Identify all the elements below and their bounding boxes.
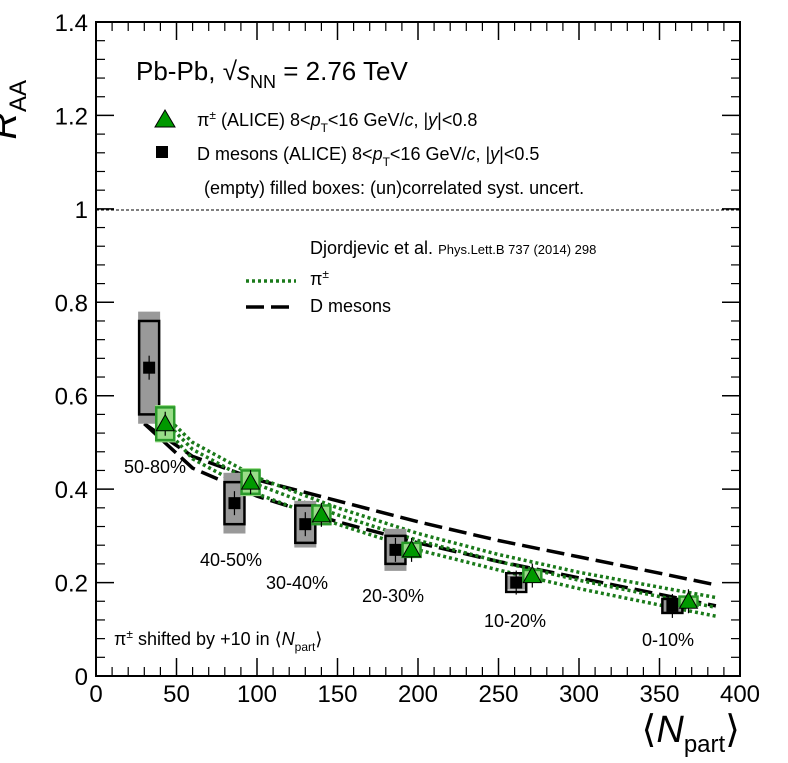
legend-d-label: D mesons (ALICE) 8<pT<16 GeV/c, |y|<0.5 <box>197 144 539 169</box>
centrality-label-0-10: 0-10% <box>642 630 694 650</box>
chart-title: Pb-Pb, √sNN = 2.76 TeV <box>136 56 408 92</box>
y-tick-label: 0.6 <box>55 384 88 411</box>
x-tick-label: 50 <box>163 681 190 708</box>
uncorr-syst-box <box>154 406 176 442</box>
uncorr-syst-box <box>137 319 161 416</box>
x-tick-label: 350 <box>639 681 679 708</box>
centrality-label-10-20: 10-20% <box>484 611 546 631</box>
x-tick-label: 100 <box>237 681 277 708</box>
y-tick-label: 0 <box>75 664 88 691</box>
d-meson-point <box>389 543 402 556</box>
x-tick-label: 0 <box>89 681 102 708</box>
x-axis-label: ⟨Npart⟩ <box>642 709 740 758</box>
uncorr-syst-box <box>223 480 246 526</box>
x-tick-label: 200 <box>398 681 438 708</box>
y-tick-label: 0.2 <box>55 571 88 598</box>
pion-point <box>401 539 422 558</box>
sqrt-sign: √ <box>223 56 238 86</box>
pion-point <box>522 565 543 584</box>
legend-pi-marker <box>154 109 176 128</box>
d-meson-point <box>299 518 312 531</box>
y-axis-label: RAA <box>0 80 32 139</box>
pion-point <box>240 472 261 490</box>
x-tick-label: 400 <box>720 681 760 708</box>
x-tick-label: 250 <box>478 681 518 708</box>
centrality-label-30-40: 30-40% <box>266 573 328 593</box>
model-curve <box>143 394 717 600</box>
model-curve <box>142 403 717 618</box>
legend-model-d-label: D mesons <box>310 296 391 316</box>
legend-pi-label: π± (ALICE) 8<pT<16 GeV/c, |y|<0.8 <box>197 108 477 135</box>
y-tick-label: 1.2 <box>55 103 88 130</box>
x-tick-label: 150 <box>317 681 357 708</box>
centrality-label-20-30: 20-30% <box>362 586 424 606</box>
d-meson-point <box>143 361 156 374</box>
centrality-label-50-80: 50-80% <box>124 457 186 477</box>
pion-point <box>155 413 176 432</box>
data-points <box>137 311 699 618</box>
model-curve <box>143 422 717 587</box>
legend-syst-note: (empty) filled boxes: (un)correlated sys… <box>204 178 584 198</box>
model-curve <box>143 399 717 610</box>
legend-model-pi-label: π± <box>310 267 329 289</box>
legend-d-marker <box>156 146 168 158</box>
axis-ticks: 0 50 100 150 200 250 300 350 400 0 0.2 0.4 0.6 0.8 1 1.… <box>55 10 760 708</box>
y-tick-label: 0.8 <box>55 290 88 317</box>
d-meson-point <box>666 599 679 612</box>
x-tick-label: 300 <box>559 681 599 708</box>
y-tick-label: 1.4 <box>55 10 88 37</box>
pion-point <box>311 504 332 523</box>
shift-note: π± shifted by +10 in ⟨Npart⟩ <box>114 627 322 654</box>
d-meson-point <box>228 497 241 510</box>
y-tick-label: 0.4 <box>55 477 88 504</box>
d-meson-point <box>510 576 523 589</box>
pion-point <box>678 591 699 609</box>
y-tick-label: 1 <box>75 197 88 224</box>
centrality-label-40-50: 40-50% <box>200 550 262 570</box>
legend-model-ref: Djordjevic et al. Phys.Lett.B 737 (2014)… <box>310 238 596 258</box>
